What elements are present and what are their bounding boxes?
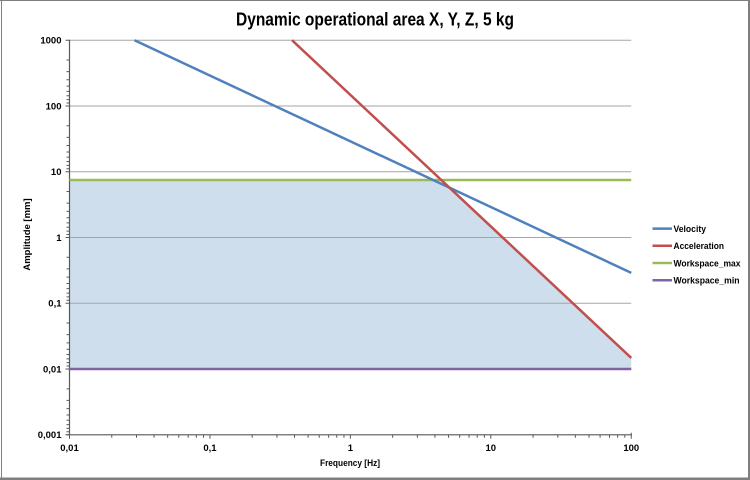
svg-text:100: 100 — [623, 443, 639, 454]
svg-text:Velocity: Velocity — [674, 224, 707, 235]
svg-text:0,01: 0,01 — [43, 364, 62, 375]
svg-text:1: 1 — [56, 233, 62, 244]
svg-text:Workspace_min: Workspace_min — [674, 276, 740, 287]
svg-text:0,1: 0,1 — [48, 299, 62, 310]
svg-text:10: 10 — [486, 443, 497, 454]
svg-text:1000: 1000 — [40, 36, 61, 47]
svg-text:1: 1 — [348, 443, 354, 454]
svg-text:0,01: 0,01 — [60, 443, 79, 454]
svg-text:0,001: 0,001 — [38, 430, 62, 441]
svg-text:Workspace_max: Workspace_max — [674, 258, 742, 269]
svg-text:10: 10 — [51, 167, 62, 178]
svg-text:Acceleration: Acceleration — [674, 241, 725, 252]
svg-text:Amplitude [mm]: Amplitude [mm] — [22, 198, 33, 270]
svg-text:Frequency [Hz]: Frequency [Hz] — [320, 458, 380, 469]
svg-text:100: 100 — [46, 101, 62, 112]
svg-text:Dynamic operational area X, Y,: Dynamic operational area X, Y, Z, 5 kg — [236, 10, 514, 30]
svg-text:0,1: 0,1 — [203, 443, 217, 454]
